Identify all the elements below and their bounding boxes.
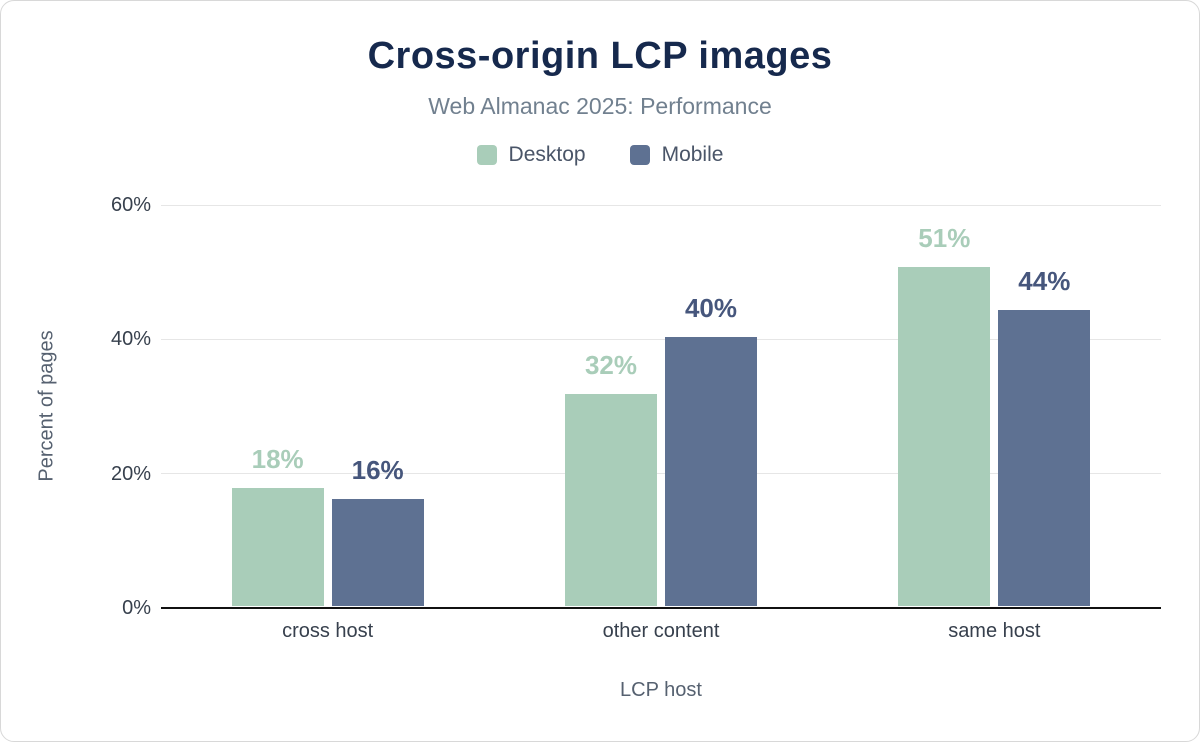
y-tick-label: 20% xyxy=(110,462,151,485)
category-label: same host xyxy=(948,620,1041,642)
bar-label-mobile-other-content: 40% xyxy=(684,293,738,324)
y-tick-label: 60% xyxy=(110,194,151,216)
legend-item-desktop[interactable]: Desktop xyxy=(476,143,586,167)
bar-mobile-other-content xyxy=(665,337,757,606)
gridline-40% xyxy=(161,338,1161,340)
chart-title: Cross-origin LCP images xyxy=(367,35,833,77)
bar-label-desktop-other-content: 32% xyxy=(584,350,638,381)
bar-mobile-cross-host xyxy=(331,498,424,606)
gridline-60% xyxy=(161,204,1161,206)
bar-desktop-other-content xyxy=(565,394,657,606)
x-axis-line xyxy=(161,607,1161,609)
bar-desktop-same-host xyxy=(898,266,991,606)
category-label: cross host xyxy=(282,620,374,642)
bar-label-mobile-same-host: 44% xyxy=(1018,266,1071,297)
legend-swatch-desktop-icon xyxy=(476,145,497,165)
legend-label-mobile: Mobile xyxy=(661,143,724,166)
legend: Desktop Mobile xyxy=(1,143,1199,167)
bar-mobile-same-host xyxy=(998,310,1091,606)
legend-swatch-mobile-icon xyxy=(629,145,650,165)
bar-desktop-cross-host xyxy=(231,488,324,606)
bar-label-mobile-cross-host: 16% xyxy=(351,454,404,485)
y-tick-label: 40% xyxy=(110,328,151,351)
x-axis-title: LCP host xyxy=(620,679,702,701)
legend-item-mobile[interactable]: Mobile xyxy=(629,143,724,167)
y-tick-label: 0% xyxy=(122,597,151,619)
legend-label-desktop: Desktop xyxy=(508,143,586,166)
category-label: other content xyxy=(602,620,720,642)
chart-subtitle: Web Almanac 2025: Performance xyxy=(428,93,772,119)
gridline-20% xyxy=(161,473,1161,475)
bar-label-desktop-same-host: 51% xyxy=(918,222,971,253)
bar-label-desktop-cross-host: 18% xyxy=(251,444,304,475)
